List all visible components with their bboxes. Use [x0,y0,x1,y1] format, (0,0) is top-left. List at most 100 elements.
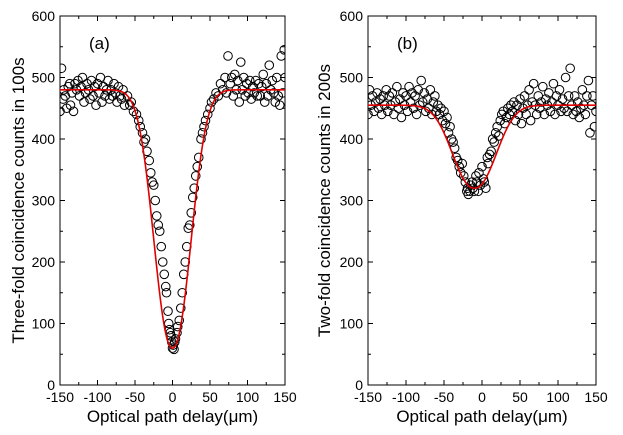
data-point [157,257,168,267]
data-point [486,146,496,157]
data-point [398,88,408,98]
data-point [79,97,89,107]
data-point [277,88,285,98]
data-point [550,109,560,120]
data-point [118,85,128,95]
data-point [512,100,522,110]
data-point [539,109,550,120]
data-point [197,128,208,138]
data-point [161,287,172,298]
data-point [60,94,68,104]
data-point [259,97,270,107]
data-point [190,171,201,181]
data-point [538,81,548,92]
data-point [375,94,385,104]
data-point [199,121,209,132]
data-point [490,128,501,138]
panel-label: (b) [397,34,418,53]
data-point [562,106,572,117]
data-point [548,78,559,89]
data-point [68,106,79,117]
data-point [479,177,490,187]
data-point [174,315,185,326]
data-point [116,94,127,104]
fit-curve [368,104,596,190]
data-point [145,168,156,178]
data-point [574,112,585,123]
data-point [504,109,515,120]
data-point [455,168,466,178]
data-point [563,91,574,101]
data-point [588,91,596,101]
x-tick-label: -150 [354,389,382,405]
data-point [408,103,419,114]
data-point [255,91,266,101]
data-point [252,91,263,101]
data-point [148,180,159,190]
data-point [192,161,203,172]
data-point [591,106,596,117]
data-point [554,85,565,95]
data-point [253,78,264,89]
data-point [175,303,186,313]
data-point [481,183,491,193]
data-point [433,100,443,110]
data-point [261,78,272,89]
panel-label: (a) [89,34,110,53]
data-point [560,72,571,83]
data-point [489,137,499,147]
y-tick-label: 200 [32,254,56,270]
x-tick-label: -50 [434,389,454,405]
data-point [119,100,130,110]
data-points [368,63,596,200]
data-point [565,63,575,74]
data-point [241,78,252,89]
data-point [280,72,285,83]
data-point [509,97,519,107]
data-point [159,269,170,280]
data-point [436,103,446,114]
data-point [274,100,285,110]
data-point [187,192,198,203]
data-point [234,97,245,107]
data-point [572,97,583,107]
data-point [70,78,80,89]
data-point [258,69,269,80]
y-tick-label: 200 [340,254,364,270]
data-point [243,88,254,98]
data-point [407,88,417,98]
data-point [61,103,72,114]
data-point [501,112,512,123]
data-point [404,81,414,92]
y-tick-label: 100 [340,316,364,332]
data-point [60,63,67,74]
data-point [88,91,98,101]
x-tick-label: 0 [478,389,486,405]
data-point [154,226,165,237]
data-point [276,51,285,61]
data-point [557,94,568,104]
y-axis-label: Three-fold coincidence counts in 100s [9,57,28,343]
data-point [585,128,595,138]
y-tick-label: 0 [47,377,55,393]
data-point [556,106,566,117]
data-point [583,75,594,86]
data-point [413,85,423,95]
data-point [126,97,137,107]
data-point [177,287,188,298]
data-point [77,72,88,83]
x-axis-label-text: Optical path delay [396,407,533,426]
x-tick-label: 150 [273,389,297,405]
data-point [196,134,206,144]
data-point [244,75,255,86]
data-point [65,100,76,110]
data-point [226,72,237,83]
data-point [381,85,392,95]
x-axis-label: Optical path delay(μm) [396,407,567,426]
data-point [460,177,471,187]
data-point [372,88,382,98]
data-point [137,128,148,138]
data-point [405,97,416,107]
data-point [220,72,230,83]
data-point [186,208,197,218]
